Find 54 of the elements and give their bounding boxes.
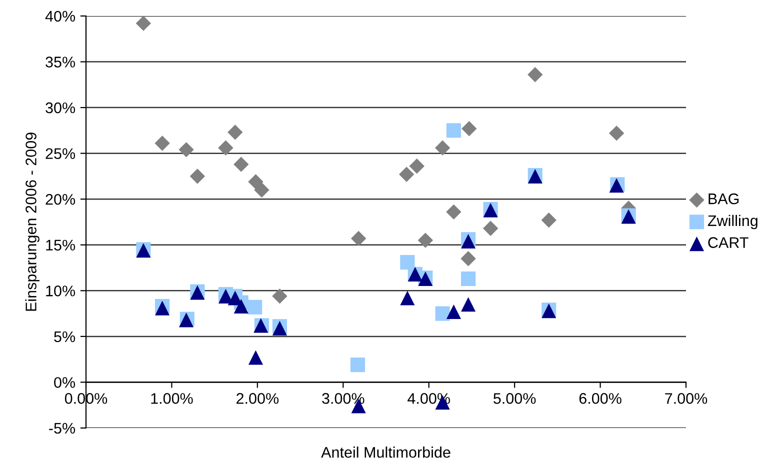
point — [446, 204, 462, 220]
point — [350, 230, 366, 246]
point — [178, 142, 194, 158]
point — [228, 124, 243, 140]
x-tick-label: 6.00% — [579, 393, 622, 404]
point — [409, 158, 424, 174]
legend-label: CART — [708, 237, 748, 248]
point — [528, 66, 543, 82]
y-tick-label: 30% — [46, 102, 76, 114]
x-tick-label: 2.00% — [236, 393, 279, 404]
point — [434, 140, 450, 156]
point — [400, 255, 415, 270]
point — [272, 288, 288, 304]
y-axis-title: Einsparungen 2006 - 2009 — [25, 132, 40, 311]
y-tick-label: 25% — [46, 148, 76, 160]
point — [248, 350, 263, 365]
point — [350, 358, 365, 372]
y-tick-label: -5% — [49, 422, 76, 434]
point — [254, 182, 270, 198]
point — [446, 123, 461, 138]
point — [435, 306, 450, 321]
point — [398, 166, 414, 182]
point — [482, 220, 498, 236]
point — [541, 212, 556, 228]
point — [462, 121, 477, 136]
point — [460, 251, 476, 266]
legend-label: Zwilling — [708, 214, 758, 230]
point — [418, 232, 434, 248]
y-tick-label: 40% — [45, 10, 76, 22]
y-tick-label: 20% — [46, 194, 76, 205]
y-tick-label: 35% — [46, 56, 76, 68]
point — [154, 136, 170, 151]
x-tick-label: 7.00% — [665, 393, 708, 404]
point — [400, 290, 415, 306]
point — [136, 16, 152, 31]
point — [461, 271, 476, 286]
x-tick-label: 5.00% — [494, 393, 536, 404]
legend-label: BAG — [708, 193, 739, 204]
y-tick-label: 15% — [46, 240, 76, 251]
point — [234, 298, 248, 314]
point — [446, 304, 461, 320]
point — [248, 300, 262, 314]
x-tick-label: 3.00% — [322, 393, 364, 404]
y-tick-label: 5% — [54, 331, 76, 342]
y-tick-label: 10% — [46, 286, 76, 296]
y-tick-label: 0% — [54, 377, 76, 388]
point — [234, 156, 249, 172]
point — [461, 297, 476, 312]
x-axis-title: Anteil Multimorbide — [321, 446, 450, 458]
point — [190, 168, 206, 184]
point — [608, 126, 624, 141]
point — [218, 140, 234, 156]
x-tick-label: 1.00% — [151, 393, 193, 404]
point — [248, 174, 264, 190]
